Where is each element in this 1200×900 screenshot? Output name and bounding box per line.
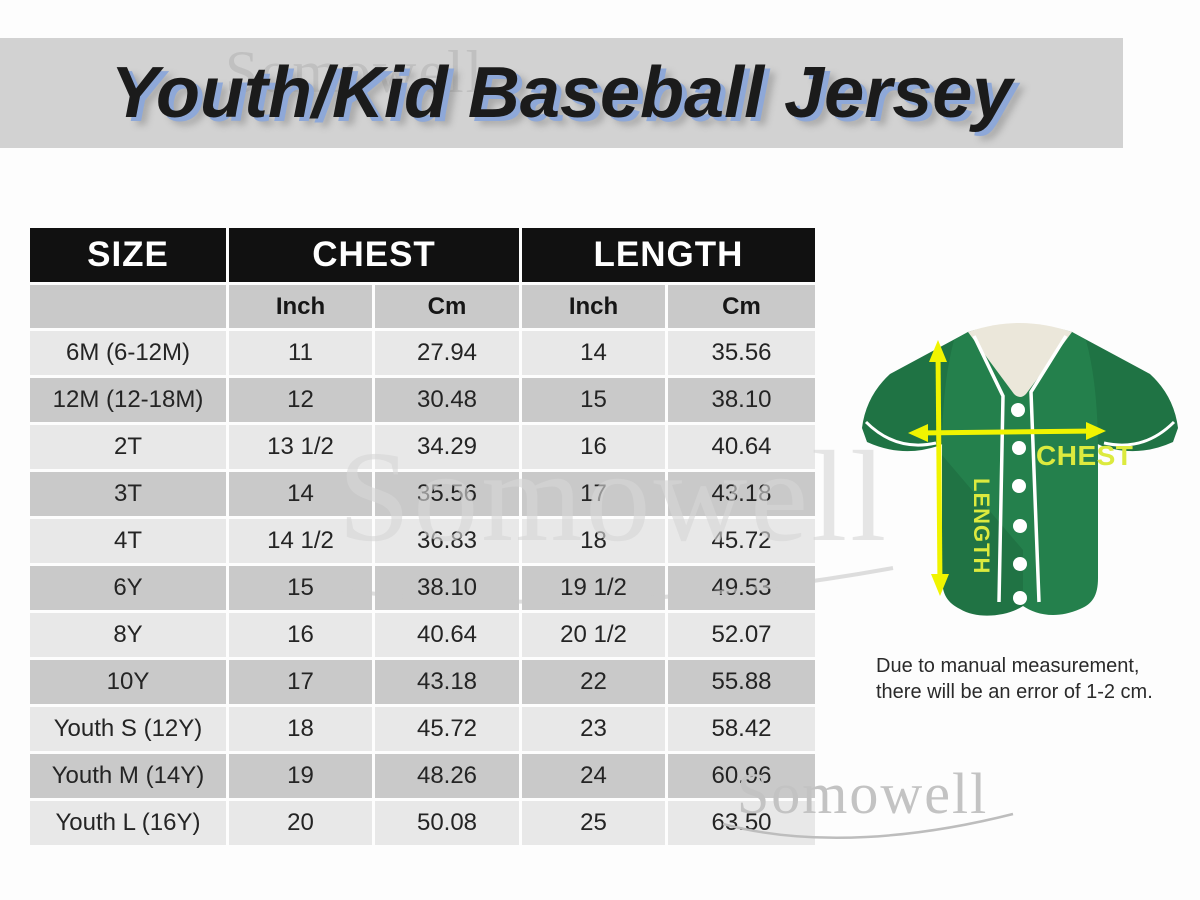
cell-length-cm: 63.50: [668, 801, 815, 845]
cell-length-inch: 18: [522, 519, 665, 563]
cell-length-inch: 15: [522, 378, 665, 422]
cell-chest-cm: 35.56: [375, 472, 519, 516]
cell-length-inch: 20 1/2: [522, 613, 665, 657]
cell-size: 10Y: [30, 660, 226, 704]
cell-chest-cm: 50.08: [375, 801, 519, 845]
table-row: 12M (12-18M) 12 30.48 15 38.10: [30, 378, 815, 422]
subheader-empty-cell: [30, 285, 226, 328]
cell-size: 6M (6-12M): [30, 331, 226, 375]
cell-length-cm: 60.96: [668, 754, 815, 798]
measurement-note: Due to manual measurement, there will be…: [876, 653, 1153, 705]
cell-size: 4T: [30, 519, 226, 563]
table-row: 8Y 16 40.64 20 1/2 52.07: [30, 613, 815, 657]
cell-chest-inch: 17: [229, 660, 372, 704]
cell-chest-inch: 20: [229, 801, 372, 845]
cell-chest-inch: 12: [229, 378, 372, 422]
note-line-1: Due to manual measurement,: [876, 655, 1140, 677]
cell-length-cm: 40.64: [668, 425, 815, 469]
cell-chest-inch: 19: [229, 754, 372, 798]
chest-arrow: [908, 422, 1106, 442]
cell-chest-cm: 43.18: [375, 660, 519, 704]
banner-watermark-text: Somowell: [225, 39, 485, 105]
table-row: 10Y 17 43.18 22 55.88: [30, 660, 815, 704]
cell-size: 8Y: [30, 613, 226, 657]
subheader-chest-inch: Inch: [229, 285, 372, 328]
jersey-illustration: CHEST LENGTH: [862, 323, 1178, 616]
cell-chest-cm: 30.48: [375, 378, 519, 422]
subheader-length-cm: Cm: [668, 285, 815, 328]
cell-length-cm: 49.53: [668, 566, 815, 610]
cell-size: 3T: [30, 472, 226, 516]
cell-length-inch: 19 1/2: [522, 566, 665, 610]
cell-length-cm: 58.42: [668, 707, 815, 751]
cell-chest-cm: 27.94: [375, 331, 519, 375]
cell-length-cm: 55.88: [668, 660, 815, 704]
cell-length-inch: 14: [522, 331, 665, 375]
cell-chest-cm: 38.10: [375, 566, 519, 610]
cell-length-inch: 24: [522, 754, 665, 798]
title-banner: Somowell Youth/Kid Baseball Jersey: [0, 38, 1123, 148]
cell-chest-inch: 11: [229, 331, 372, 375]
cell-size: Youth L (16Y): [30, 801, 226, 845]
table-row: Youth S (12Y) 18 45.72 23 58.42: [30, 707, 815, 751]
jersey-placket: [972, 335, 1068, 605]
cell-chest-inch: 16: [229, 613, 372, 657]
chest-label: CHEST: [1036, 440, 1133, 471]
jersey-diagram: CHEST LENGTH: [850, 300, 1190, 650]
jersey-buttons: [1011, 403, 1027, 605]
cell-chest-inch: 14 1/2: [229, 519, 372, 563]
cell-chest-cm: 45.72: [375, 707, 519, 751]
cell-length-cm: 45.72: [668, 519, 815, 563]
length-arrow: [929, 340, 949, 596]
cell-size: 2T: [30, 425, 226, 469]
cell-length-inch: 16: [522, 425, 665, 469]
note-line-2: there will be an error of 1-2 cm.: [876, 681, 1153, 703]
subheader-length-inch: Inch: [522, 285, 665, 328]
cell-chest-inch: 18: [229, 707, 372, 751]
jersey-shading: [942, 455, 1023, 616]
table-subheader-row: Inch Cm Inch Cm: [30, 285, 815, 328]
cell-length-cm: 52.07: [668, 613, 815, 657]
size-chart-table: SIZE CHEST LENGTH Inch Cm Inch Cm 6M (6-…: [27, 225, 818, 848]
cell-length-cm: 38.10: [668, 378, 815, 422]
length-label: LENGTH: [969, 478, 994, 574]
table-header-row: SIZE CHEST LENGTH: [30, 228, 815, 282]
cell-chest-cm: 40.64: [375, 613, 519, 657]
table-row: 6M (6-12M) 11 27.94 14 35.56: [30, 331, 815, 375]
cell-chest-inch: 14: [229, 472, 372, 516]
cell-length-cm: 43.18: [668, 472, 815, 516]
cell-length-inch: 22: [522, 660, 665, 704]
cell-size: 12M (12-18M): [30, 378, 226, 422]
cell-length-inch: 17: [522, 472, 665, 516]
col-header-chest: CHEST: [229, 228, 519, 282]
cell-size: 6Y: [30, 566, 226, 610]
cell-chest-cm: 34.29: [375, 425, 519, 469]
table-row: Youth M (14Y) 19 48.26 24 60.96: [30, 754, 815, 798]
cell-size: Youth S (12Y): [30, 707, 226, 751]
jersey-inner-collar: [968, 323, 1072, 397]
cell-size: Youth M (14Y): [30, 754, 226, 798]
page-title: Youth/Kid Baseball Jersey: [110, 53, 1013, 133]
col-header-size: SIZE: [30, 228, 226, 282]
table-row: 3T 14 35.56 17 43.18: [30, 472, 815, 516]
cell-length-inch: 25: [522, 801, 665, 845]
jersey-sleeves: [862, 332, 1178, 452]
jersey-body: [942, 324, 1098, 616]
cell-chest-inch: 13 1/2: [229, 425, 372, 469]
cell-chest-cm: 36.83: [375, 519, 519, 563]
subheader-chest-cm: Cm: [375, 285, 519, 328]
table-row: 2T 13 1/2 34.29 16 40.64: [30, 425, 815, 469]
cell-chest-cm: 48.26: [375, 754, 519, 798]
size-table-body: 6M (6-12M) 11 27.94 14 35.56 12M (12-18M) 12 30…: [30, 331, 815, 845]
table-row: 6Y 15 38.10 19 1/2 49.53: [30, 566, 815, 610]
table-row: 4T 14 1/2 36.83 18 45.72: [30, 519, 815, 563]
cell-length-inch: 23: [522, 707, 665, 751]
table-row: Youth L (16Y) 20 50.08 25 63.50: [30, 801, 815, 845]
cell-chest-inch: 15: [229, 566, 372, 610]
col-header-length: LENGTH: [522, 228, 815, 282]
cell-length-cm: 35.56: [668, 331, 815, 375]
